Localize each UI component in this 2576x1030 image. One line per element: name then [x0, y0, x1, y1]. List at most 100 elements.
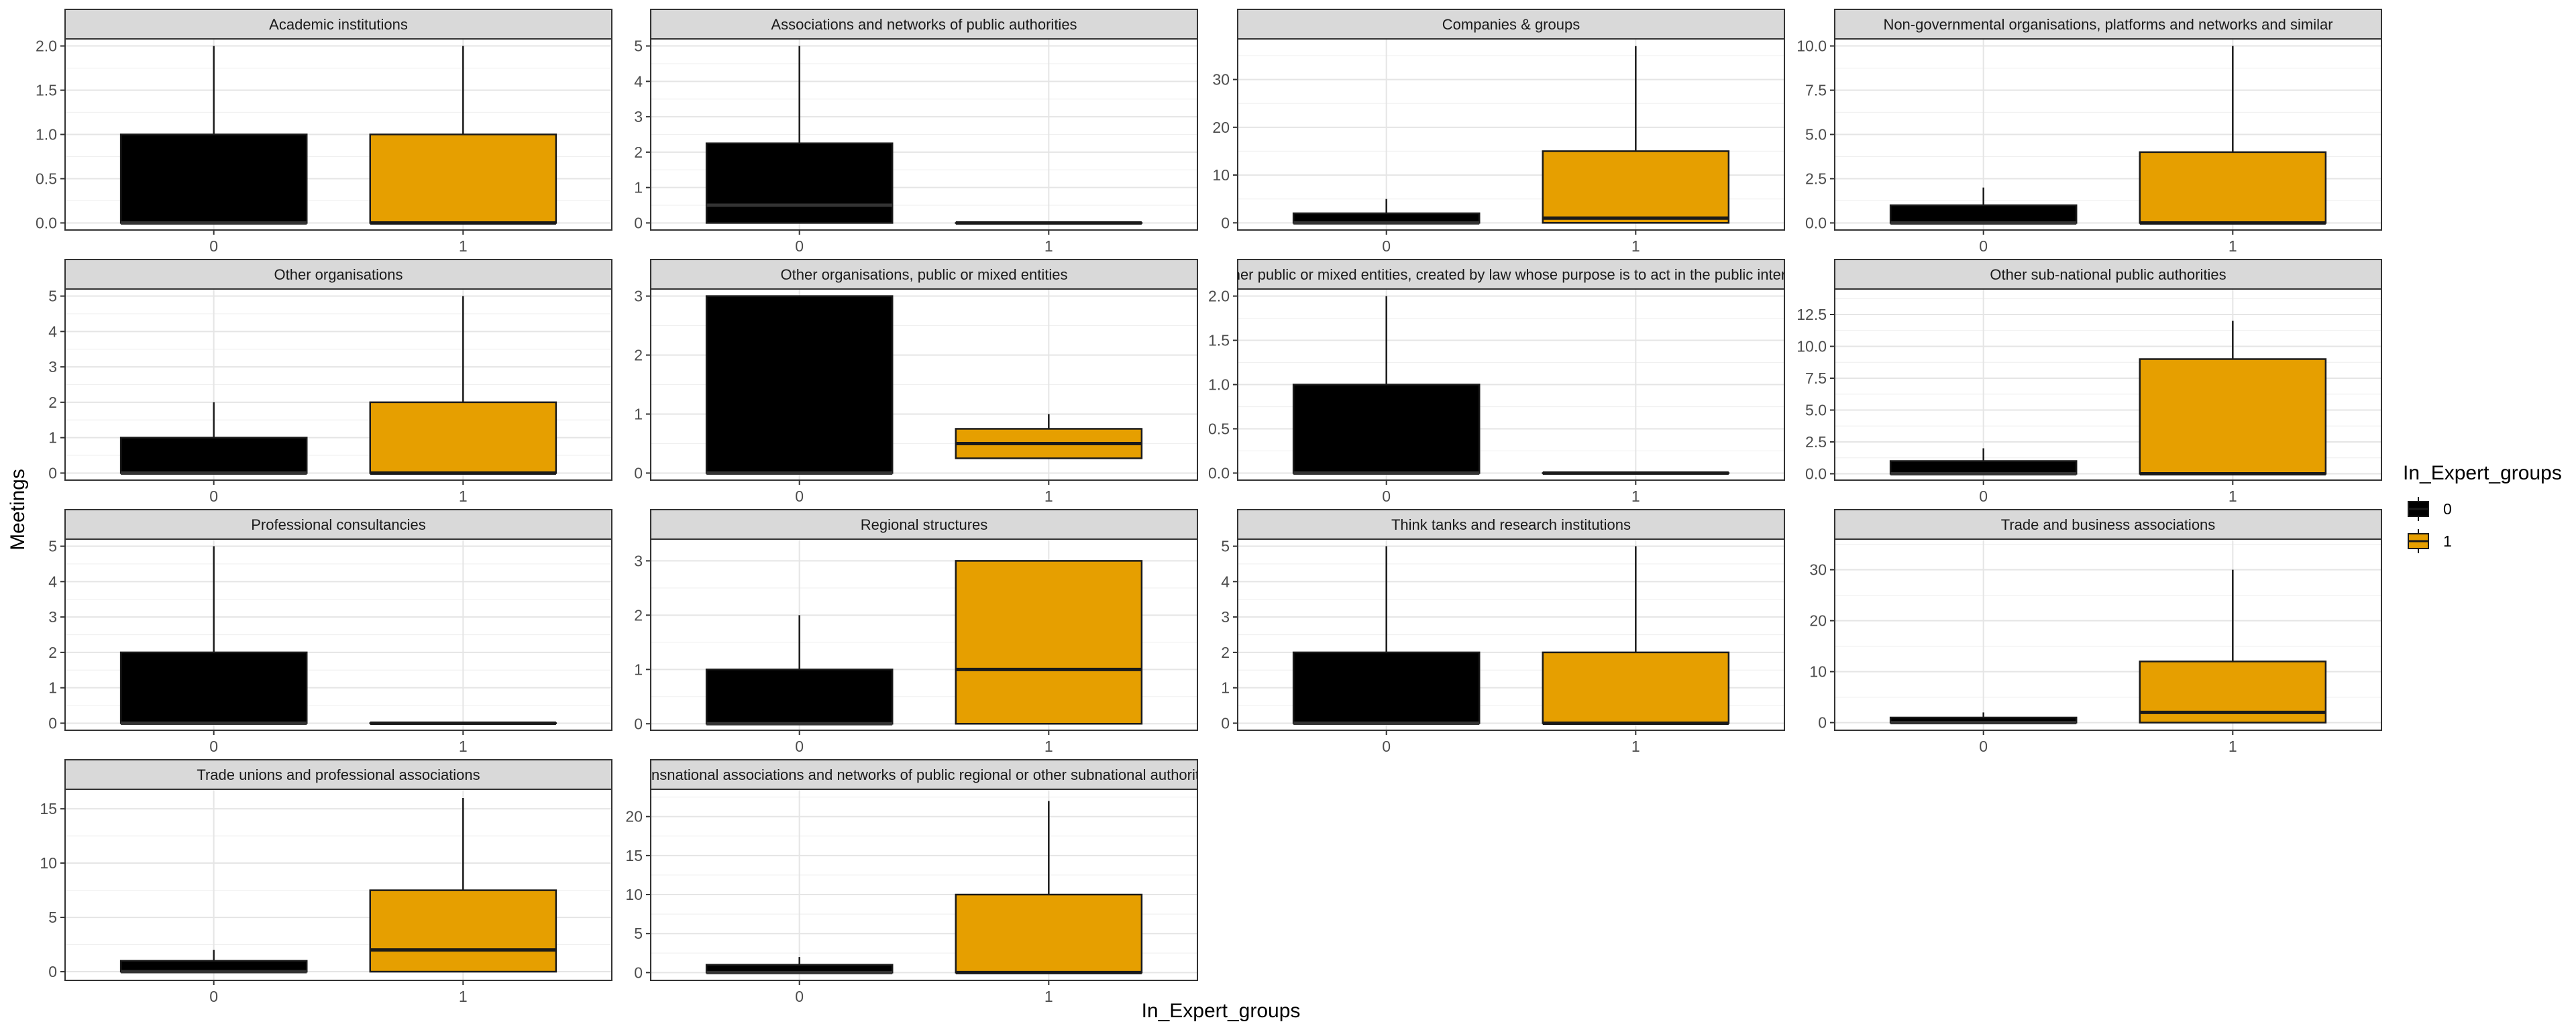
- panel-border: [1237, 288, 1785, 481]
- y-tick-label: 0.5: [36, 170, 57, 187]
- x-tick-label: 0: [795, 738, 804, 755]
- legend-title: In_Expert_groups: [2403, 462, 2562, 484]
- facet-panel: Companies & groups 0 10 20 30 0 1: [1212, 9, 1785, 255]
- box-1: [369, 401, 557, 474]
- facet-panel: Think tanks and research institutions 0 1 2…: [1221, 509, 1785, 755]
- y-tick-label: 0.0: [36, 214, 57, 231]
- facet-title: Non-governmental organisations, platform…: [1883, 16, 2332, 33]
- x-tick-label: 0: [1382, 237, 1391, 255]
- x-tick-label: 0: [1979, 237, 1988, 255]
- box-0: [1889, 460, 2078, 475]
- x-tick-label: 0: [795, 988, 804, 1005]
- x-axis-title: In_Expert_groups: [1142, 1000, 1301, 1022]
- y-tick-label: 10: [625, 886, 643, 903]
- facet-panel: Academic institutions 0.0 0.5 1.0 1.5 2.0 0 1: [36, 9, 612, 255]
- y-tick-label: 0: [48, 464, 57, 481]
- y-tick-label: 2: [48, 644, 57, 661]
- box-1: [1542, 651, 1730, 724]
- facet-strip: [1834, 9, 2382, 40]
- y-tick-label: 2: [634, 347, 643, 364]
- panel-border: [650, 538, 1198, 731]
- y-tick-label: 1: [48, 679, 57, 697]
- facet-strip: [1834, 509, 2382, 540]
- x-tick-label: 1: [1044, 738, 1053, 755]
- x-tick-label: 1: [2229, 738, 2237, 755]
- facet-title: Associations and networks of public auth…: [771, 16, 1077, 33]
- x-tick-label: 1: [459, 738, 468, 755]
- facet-title: Trade and business associations: [2001, 516, 2216, 533]
- y-tick-label: 0: [634, 715, 643, 732]
- y-tick-label: 5.0: [1805, 402, 1827, 419]
- x-tick-label: 0: [209, 237, 218, 255]
- y-tick-label: 0: [1818, 714, 1827, 732]
- y-tick-label: 10: [1809, 663, 1827, 681]
- x-tick-label: 0: [209, 988, 218, 1005]
- x-tick-label: 0: [209, 488, 218, 505]
- legend-label: 1: [2443, 532, 2452, 550]
- x-tick-label: 1: [459, 237, 468, 255]
- y-tick-label: 30: [1212, 71, 1230, 89]
- box-0: [1889, 204, 2078, 224]
- y-tick-label: 2: [634, 144, 643, 161]
- x-tick-label: 1: [1631, 738, 1640, 755]
- x-tick-label: 1: [459, 988, 468, 1005]
- facet-title: Academic institutions: [269, 16, 408, 33]
- x-tick-label: 1: [459, 488, 468, 505]
- facet-panel: Trade and business associations 0 10 20 30 0 1: [1809, 509, 2382, 755]
- facet-strip: [1237, 259, 1785, 290]
- y-tick-label: 7.5: [1805, 369, 1827, 387]
- box-0: [1292, 384, 1481, 474]
- y-tick-label: 0: [48, 714, 57, 732]
- y-tick-label: 2: [48, 394, 57, 411]
- panel-border: [1834, 38, 2382, 231]
- y-tick-label: 2: [634, 606, 643, 624]
- y-tick-label: 10: [40, 854, 57, 872]
- y-tick-label: 2.5: [1805, 170, 1827, 187]
- box-1: [2139, 151, 2327, 224]
- y-tick-label: 5: [634, 38, 643, 55]
- y-tick-label: 1: [634, 661, 643, 678]
- x-tick-label: 0: [1979, 488, 1988, 505]
- facet-panel: Other organisations, public or mixed ent…: [634, 259, 1198, 505]
- facet-title: Other organisations: [274, 266, 403, 283]
- facet-panel: Transnational associations and networks …: [625, 759, 1198, 1005]
- y-tick-label: 2.5: [1805, 433, 1827, 451]
- y-tick-label: 0: [1221, 714, 1230, 732]
- y-tick-label: 5: [634, 925, 643, 942]
- y-tick-label: 3: [1221, 608, 1230, 626]
- box-0: [705, 669, 894, 725]
- legend-item: 1: [2404, 527, 2452, 555]
- facet-strip: [64, 509, 612, 540]
- facet-title: Other sub-national public authorities: [1990, 266, 2226, 283]
- y-tick-label: 0.0: [1805, 465, 1827, 483]
- y-tick-label: 0: [634, 964, 643, 981]
- x-tick-label: 0: [795, 488, 804, 505]
- facet-title: Trade unions and professional associatio…: [197, 766, 480, 783]
- y-tick-label: 5: [1221, 538, 1230, 555]
- facet-panel: Other organisations 0 1 2 3 4 5 0 1: [48, 259, 612, 505]
- y-tick-label: 12.5: [1796, 306, 1827, 323]
- facet-strip: [64, 759, 612, 790]
- legend-items: 01: [2404, 495, 2452, 555]
- y-tick-label: 5: [48, 909, 57, 926]
- y-tick-label: 1: [634, 179, 643, 196]
- y-tick-label: 10.0: [1796, 338, 1827, 355]
- y-tick-label: 20: [1212, 119, 1230, 136]
- y-tick-label: 3: [48, 358, 57, 376]
- y-tick-label: 0.5: [1208, 420, 1230, 437]
- legend: In_Expert_groups 01: [2403, 462, 2562, 555]
- box-1: [1542, 150, 1730, 224]
- y-tick-label: 15: [625, 847, 643, 864]
- box-0: [119, 651, 308, 724]
- y-tick-label: 2: [1221, 644, 1230, 661]
- facet-panel: Other sub-national public authorities 0.0…: [1796, 259, 2382, 505]
- panel-border: [650, 38, 1198, 231]
- facet-strip: [650, 9, 1198, 40]
- panel-border: [1237, 538, 1785, 731]
- facet-strip: [64, 259, 612, 290]
- facet-panel: Professional consultancies 0 1 2 3 4 5 0 1: [48, 509, 612, 755]
- box-0: [119, 437, 308, 474]
- facet-title: Other organisations, public or mixed ent…: [781, 266, 1068, 283]
- y-tick-label: 1.5: [1208, 332, 1230, 349]
